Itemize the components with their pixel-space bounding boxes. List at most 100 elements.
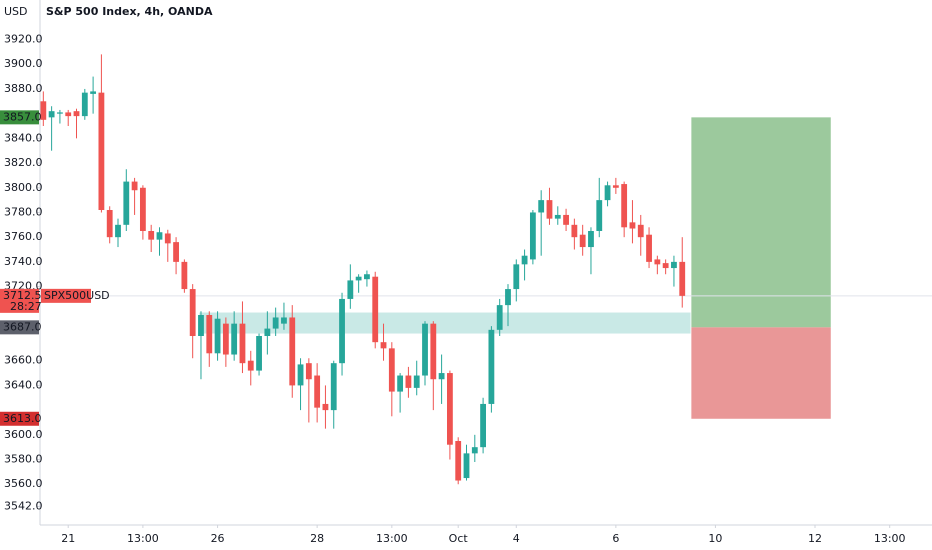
stop-label: 3613.0 bbox=[3, 412, 42, 425]
candle-body bbox=[588, 231, 594, 248]
candle-body bbox=[139, 187, 146, 231]
y-tick-label: 3660.0 bbox=[4, 354, 43, 367]
y-tick-label: 3740.0 bbox=[4, 255, 43, 268]
candle-body bbox=[222, 323, 229, 355]
candle-body bbox=[173, 242, 179, 262]
x-tick-label: 6 bbox=[612, 532, 619, 545]
x-tick-label: 21 bbox=[61, 532, 75, 545]
candle-body bbox=[621, 184, 628, 228]
y-tick-label: 3820.0 bbox=[4, 156, 43, 169]
candle-body bbox=[529, 212, 536, 260]
candle-body bbox=[447, 373, 453, 445]
candle-body bbox=[430, 323, 437, 380]
candle-body bbox=[347, 280, 354, 299]
zone bbox=[199, 312, 691, 334]
candle-body bbox=[239, 323, 246, 364]
symbol-box bbox=[41, 288, 91, 303]
candle-body bbox=[214, 318, 221, 354]
candle-body bbox=[247, 360, 254, 371]
candle-body bbox=[81, 92, 88, 117]
candle-body bbox=[554, 214, 561, 219]
candle-body bbox=[513, 264, 520, 290]
candle-body bbox=[612, 185, 619, 188]
candle-body bbox=[355, 276, 362, 281]
candle-body bbox=[206, 315, 213, 354]
y-tick-label: 3580.0 bbox=[4, 453, 43, 466]
candle-body bbox=[148, 231, 155, 240]
candle-body bbox=[106, 210, 113, 238]
candle-body bbox=[40, 101, 47, 120]
plot-area bbox=[40, 54, 932, 485]
candle-body bbox=[637, 224, 644, 238]
candle-body bbox=[115, 224, 121, 238]
candle-body bbox=[65, 112, 72, 117]
y-tick-label: 3920.0 bbox=[4, 33, 43, 46]
candle-body bbox=[73, 111, 80, 117]
candle-body bbox=[471, 447, 478, 454]
candle-body bbox=[181, 261, 188, 290]
candle-body bbox=[314, 375, 321, 408]
candle-body bbox=[305, 363, 312, 380]
candle-body bbox=[388, 348, 395, 392]
y-tick-label: 3840.0 bbox=[4, 131, 43, 144]
candle-body bbox=[57, 112, 63, 114]
last-price-label: 3712.5 bbox=[3, 289, 42, 302]
candle-body bbox=[372, 276, 379, 343]
candle-body bbox=[156, 232, 163, 240]
candle-body bbox=[98, 92, 105, 210]
candle-body bbox=[364, 274, 370, 280]
candle-body bbox=[604, 185, 611, 201]
candle-body bbox=[131, 181, 138, 191]
candle-body bbox=[380, 342, 387, 349]
candle-body bbox=[579, 234, 586, 248]
y-tick-label: 3800.0 bbox=[4, 181, 43, 194]
candle-body bbox=[289, 317, 296, 386]
x-tick-label: 13:00 bbox=[376, 532, 408, 545]
candle-body bbox=[546, 200, 553, 219]
entry-label-box bbox=[0, 320, 39, 335]
candle-body bbox=[521, 255, 528, 265]
candle-body bbox=[671, 261, 677, 269]
candle-body bbox=[189, 289, 196, 336]
candle-body bbox=[164, 233, 171, 244]
last-price-box bbox=[0, 288, 39, 313]
candle-body bbox=[123, 181, 130, 225]
candle-body bbox=[455, 441, 462, 481]
symbol-label: SPX500USD bbox=[44, 289, 110, 302]
candle-body bbox=[397, 375, 404, 392]
x-tick-label: 13:00 bbox=[874, 532, 906, 545]
candle-body bbox=[281, 317, 287, 324]
countdown: 28:27 bbox=[10, 300, 42, 313]
candle-body bbox=[571, 224, 578, 238]
candle-body bbox=[480, 403, 486, 448]
candle-body bbox=[198, 315, 204, 336]
candle-body bbox=[322, 403, 329, 411]
x-tick-label: 13:00 bbox=[127, 532, 159, 545]
candle-body bbox=[339, 298, 345, 364]
candle-body bbox=[90, 91, 97, 94]
x-tick-label: 12 bbox=[808, 532, 822, 545]
candle-body bbox=[596, 200, 603, 231]
y-tick-label: 3640.0 bbox=[4, 378, 43, 391]
candle-body bbox=[330, 363, 337, 411]
candle-body bbox=[563, 214, 569, 225]
candle-body bbox=[496, 305, 503, 330]
candle-body bbox=[679, 261, 686, 296]
target-area bbox=[691, 117, 831, 328]
candle-body bbox=[256, 336, 262, 371]
target-label-box bbox=[0, 110, 39, 125]
x-tick-label: 4 bbox=[513, 532, 520, 545]
y-tick-label: 3880.0 bbox=[4, 82, 43, 95]
y-tick-label: 3560.0 bbox=[4, 477, 43, 490]
candle-body bbox=[629, 222, 636, 229]
stop-label-box bbox=[0, 411, 39, 426]
y-tick-label: 3542.0 bbox=[4, 499, 43, 512]
x-tick-label: Oct bbox=[449, 532, 469, 545]
chart-title[interactable]: S&P 500 Index, 4h, OANDA bbox=[46, 5, 213, 18]
stop-area bbox=[691, 327, 831, 419]
axis-labels: 3920.0 3900.0 3880.0 3840.0 3820.0 3800.0 3780… bbox=[0, 33, 906, 545]
x-tick-label: 26 bbox=[211, 532, 225, 545]
x-tick-label: 10 bbox=[708, 532, 722, 545]
candle-body bbox=[413, 375, 420, 388]
